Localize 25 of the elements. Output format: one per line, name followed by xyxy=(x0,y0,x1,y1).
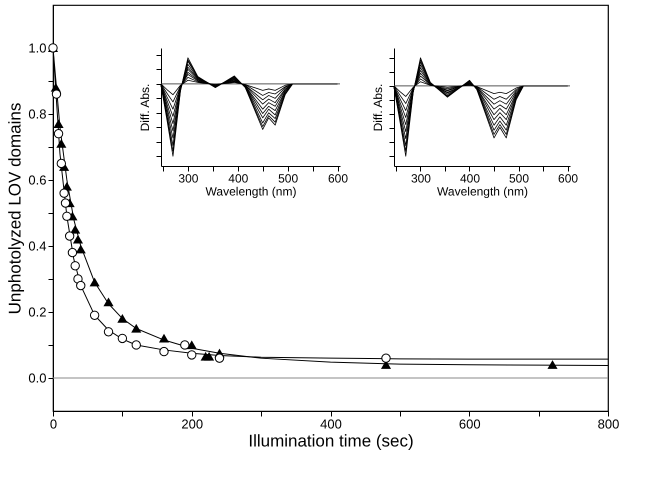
x-tick-label: 400 xyxy=(228,172,249,186)
y-axis-title: Diff. Abs. xyxy=(371,84,385,132)
y-tick-label: 1.0 xyxy=(28,40,46,56)
x-tick-label: 500 xyxy=(509,172,530,186)
x-tick-label: 200 xyxy=(181,416,204,432)
x-tick-label: 600 xyxy=(328,172,348,186)
y-axis-title: Unphotolyzed LOV domains xyxy=(5,102,24,314)
y-axis-title: Diff. Abs. xyxy=(138,84,152,132)
x-tick-label: 0 xyxy=(50,416,58,432)
y-tick-label: 0.6 xyxy=(28,172,46,188)
x-tick-label: 800 xyxy=(598,416,620,432)
x-axis-title: Wavelength (nm) xyxy=(206,184,296,198)
y-tick-label: 0.2 xyxy=(28,304,46,320)
x-axis-title: Illumination time (sec) xyxy=(248,432,414,450)
x-tick-label: 600 xyxy=(458,416,481,432)
x-tick-label: 300 xyxy=(178,172,199,186)
y-tick-label: 0.8 xyxy=(28,106,46,122)
x-tick-label: 600 xyxy=(558,172,578,186)
x-tick-label: 400 xyxy=(320,416,342,432)
x-axis-title: Wavelength (nm) xyxy=(437,184,528,198)
x-tick-label: 500 xyxy=(278,172,298,186)
x-tick-label: 400 xyxy=(460,172,480,186)
y-tick-label: 0.0 xyxy=(28,370,46,386)
y-tick-label: 0.4 xyxy=(28,238,46,254)
x-tick-label: 300 xyxy=(410,172,432,186)
